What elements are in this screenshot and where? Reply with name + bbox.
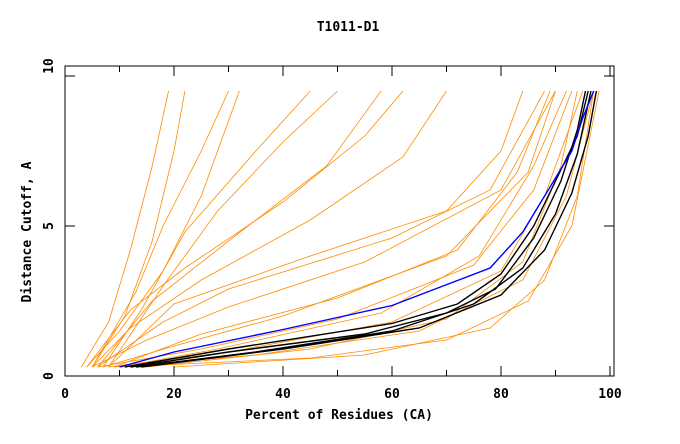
x-tick-label: 40 [275, 387, 291, 402]
series-line-11 [92, 90, 556, 368]
series-line-22 [108, 90, 338, 368]
y-tick-label: 10 [42, 58, 57, 74]
x-tick-label: 20 [166, 387, 182, 402]
series-line-8 [103, 90, 556, 368]
series-line-2 [130, 90, 587, 368]
series-line-13 [91, 90, 447, 368]
series-line-19 [108, 90, 524, 368]
series-group [81, 90, 600, 368]
y-axis-label: Distance Cutoff, A [20, 161, 35, 302]
series-line-24 [146, 90, 578, 368]
series-line-23 [119, 90, 567, 368]
x-axis-label: Percent of Residues (CA) [245, 408, 433, 423]
x-tick-label: 80 [493, 387, 509, 402]
series-line-15 [81, 90, 169, 368]
y-tick-label: 0 [42, 372, 57, 380]
y-tick-label: 5 [42, 222, 57, 230]
series-line-21 [91, 90, 229, 368]
series-line-1 [124, 90, 589, 368]
series-line-16 [91, 90, 186, 368]
series-line-5 [108, 90, 584, 368]
series-line-14 [86, 90, 240, 368]
series-line-10 [173, 90, 595, 368]
x-tick-label: 100 [598, 387, 622, 402]
x-tick-label: 0 [61, 387, 69, 402]
series-line-20 [113, 90, 551, 368]
series-line-18 [97, 90, 382, 368]
series-line-0 [119, 90, 595, 368]
series-line-9 [119, 90, 600, 368]
x-tick-label: 60 [384, 387, 400, 402]
series-line-3 [135, 90, 592, 368]
ticks-group: 0 20 40 60 80 100 0 5 10 [42, 58, 622, 402]
chart-title: T1011-D1 [317, 20, 380, 35]
series-line-25 [86, 90, 404, 368]
series-line-12 [97, 90, 545, 368]
plot-frame [64, 65, 615, 377]
series-line-4 [141, 90, 598, 368]
series-line-6 [97, 90, 573, 368]
